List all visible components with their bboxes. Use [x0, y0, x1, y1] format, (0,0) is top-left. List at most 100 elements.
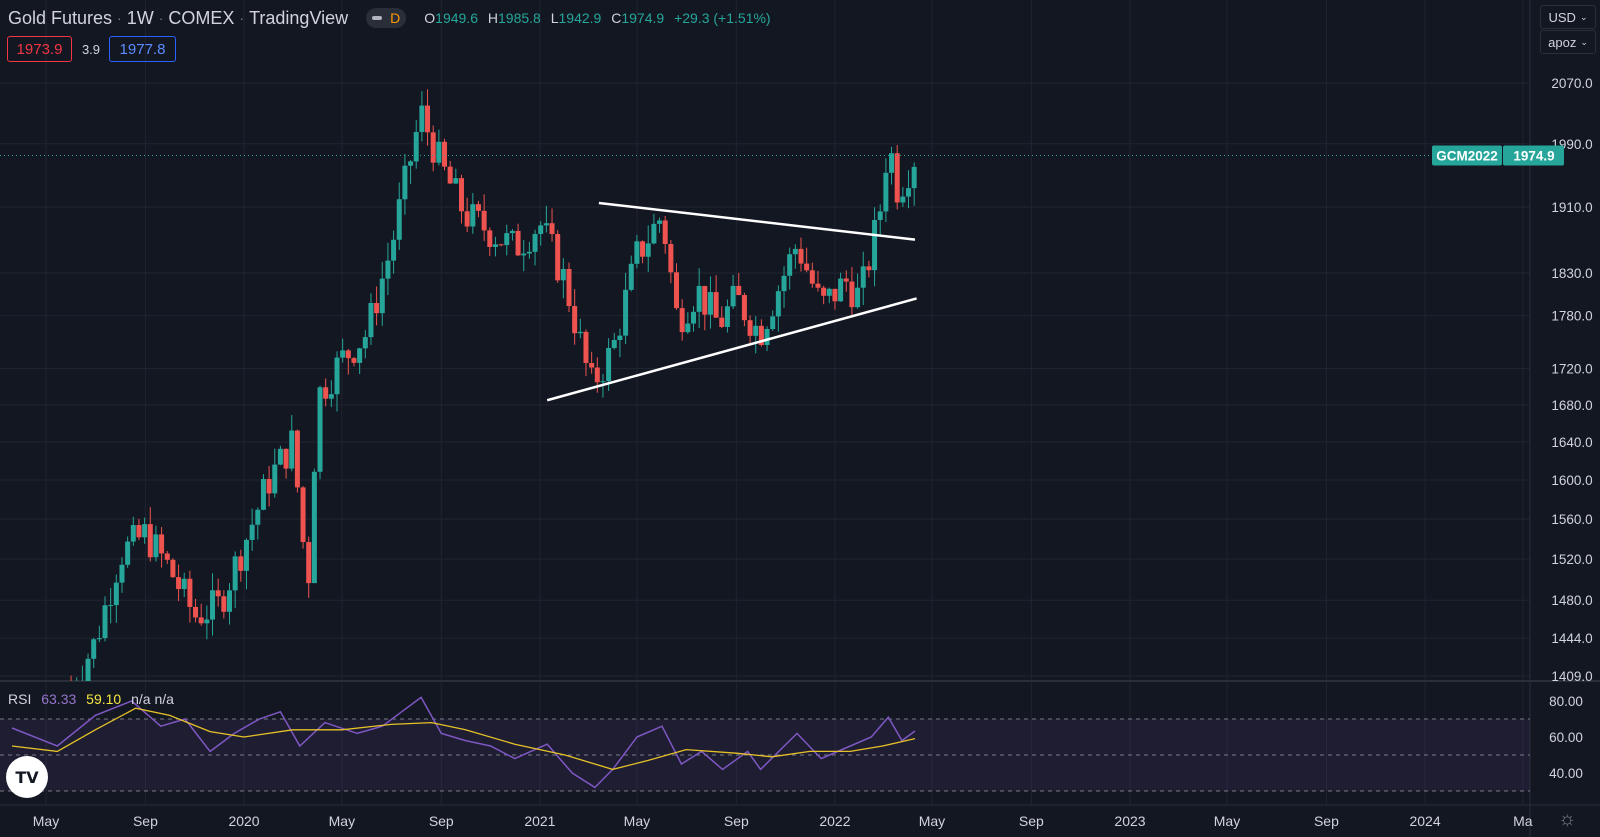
candle-body — [877, 211, 883, 220]
candle-body — [442, 141, 448, 167]
candle-body — [577, 331, 583, 334]
time-tick-label: May — [1214, 813, 1240, 829]
header-separator: · — [239, 10, 245, 26]
candle-body — [504, 233, 510, 246]
interval-label[interactable]: 1W — [126, 7, 154, 28]
chart-header: Gold Futures · 1W · COMEX · TradingView … — [8, 6, 777, 30]
candle-body — [323, 387, 329, 399]
candle-body — [436, 141, 442, 163]
candle-body — [487, 230, 493, 247]
rsi-tick-label: 40.00 — [1549, 766, 1583, 781]
candle-body — [821, 287, 827, 296]
rsi-value: 63.33 — [41, 691, 77, 707]
candle-body — [775, 291, 781, 317]
time-tick-label: 2024 — [1409, 813, 1440, 829]
time-tick-label: May — [919, 813, 945, 829]
price-tick-label: 1444.0 — [1551, 631, 1592, 646]
candle-body — [272, 464, 278, 494]
candle-body — [357, 348, 363, 363]
currency-value: USD — [1548, 9, 1576, 25]
candle-body — [894, 153, 900, 203]
candle-body — [855, 287, 861, 308]
candle-body — [391, 239, 397, 261]
candle-body — [906, 188, 912, 197]
candle-body — [249, 524, 255, 540]
low-value: 1942.9 — [558, 10, 602, 26]
candle-body — [645, 243, 651, 257]
candle-body — [889, 153, 895, 173]
buy-price-button[interactable]: 1977.8 — [109, 36, 176, 62]
header-separator: · — [117, 10, 122, 26]
low-label: L — [550, 10, 559, 26]
candle-body — [85, 658, 91, 681]
candle-body — [481, 210, 487, 231]
candle-body — [594, 367, 600, 383]
candle-body — [328, 394, 334, 399]
candle-body — [176, 577, 182, 590]
candle-body — [164, 553, 170, 560]
candle-body — [809, 270, 815, 284]
candle-body — [640, 241, 646, 257]
candle-body — [498, 244, 504, 246]
price-tick-label: 1640.0 — [1551, 435, 1592, 450]
candle-body — [515, 230, 521, 256]
candle-body — [289, 430, 295, 469]
candle-body — [849, 281, 855, 308]
candle-body — [724, 306, 730, 327]
price-tick-label: 1910.0 — [1551, 200, 1592, 215]
candle-body — [832, 288, 838, 302]
candle-body — [198, 617, 204, 624]
candle-body — [475, 204, 481, 211]
candle-body — [543, 223, 549, 226]
candle-body — [147, 524, 153, 558]
candle-body — [628, 263, 634, 290]
rsi-legend[interactable]: RSI 63.33 59.10 n/a n/a — [8, 691, 174, 707]
currency-selector[interactable]: USD ⌄ — [1540, 5, 1596, 29]
candle-body — [283, 448, 289, 469]
spread-value: 3.9 — [81, 41, 101, 57]
price-axis: 2070.01990.01910.01830.01780.01720.01680… — [1551, 76, 1592, 684]
price-tag-bg — [1503, 145, 1564, 166]
time-tick-label: 2020 — [228, 813, 259, 829]
sell-price-button[interactable]: 1973.9 — [7, 36, 72, 62]
candle-body — [606, 347, 612, 382]
candle-body — [396, 199, 402, 240]
candle-body — [232, 556, 238, 591]
candle-body — [911, 166, 917, 189]
candle-body — [611, 339, 617, 348]
symbol-name[interactable]: Gold Futures — [8, 7, 113, 28]
time-tick-label: May — [33, 813, 59, 829]
candle-body — [458, 178, 464, 212]
candle-body — [736, 285, 742, 296]
price-tick-label: 1409.0 — [1551, 669, 1592, 684]
high-value: 1985.8 — [498, 10, 541, 26]
candle-body — [685, 323, 691, 333]
time-tick-label: May — [329, 813, 355, 829]
candle-body — [130, 525, 136, 542]
candle-body — [549, 223, 555, 235]
candle-body — [425, 105, 431, 133]
candle-body — [662, 220, 668, 244]
candle-body — [798, 248, 804, 264]
tradingview-logo-icon[interactable]: TV — [6, 756, 48, 798]
candle-body — [255, 509, 261, 525]
platform-label: TradingView — [249, 7, 349, 28]
ohlc-readout: O1949.6 H1985.8 L1942.9 C1974.9 +29.3 (+… — [424, 10, 776, 26]
candle-body — [96, 638, 102, 640]
change-value: +29.3 (+1.51%) — [674, 10, 771, 26]
candle-body — [113, 582, 119, 606]
gear-icon[interactable]: ☼ — [1558, 808, 1577, 830]
scale-selector[interactable]: apoz ⌄ — [1540, 30, 1596, 54]
price-tick-label: 1680.0 — [1551, 398, 1592, 413]
delay-toggle[interactable]: D — [366, 8, 407, 28]
candle-body — [838, 278, 844, 302]
candle-body — [181, 578, 187, 590]
lower-trendline — [546, 297, 917, 402]
candle-body — [470, 204, 476, 227]
candle-body — [741, 295, 747, 321]
candle-body — [119, 564, 125, 583]
candle-body — [566, 268, 572, 307]
rsi-band-fill — [0, 719, 1530, 791]
